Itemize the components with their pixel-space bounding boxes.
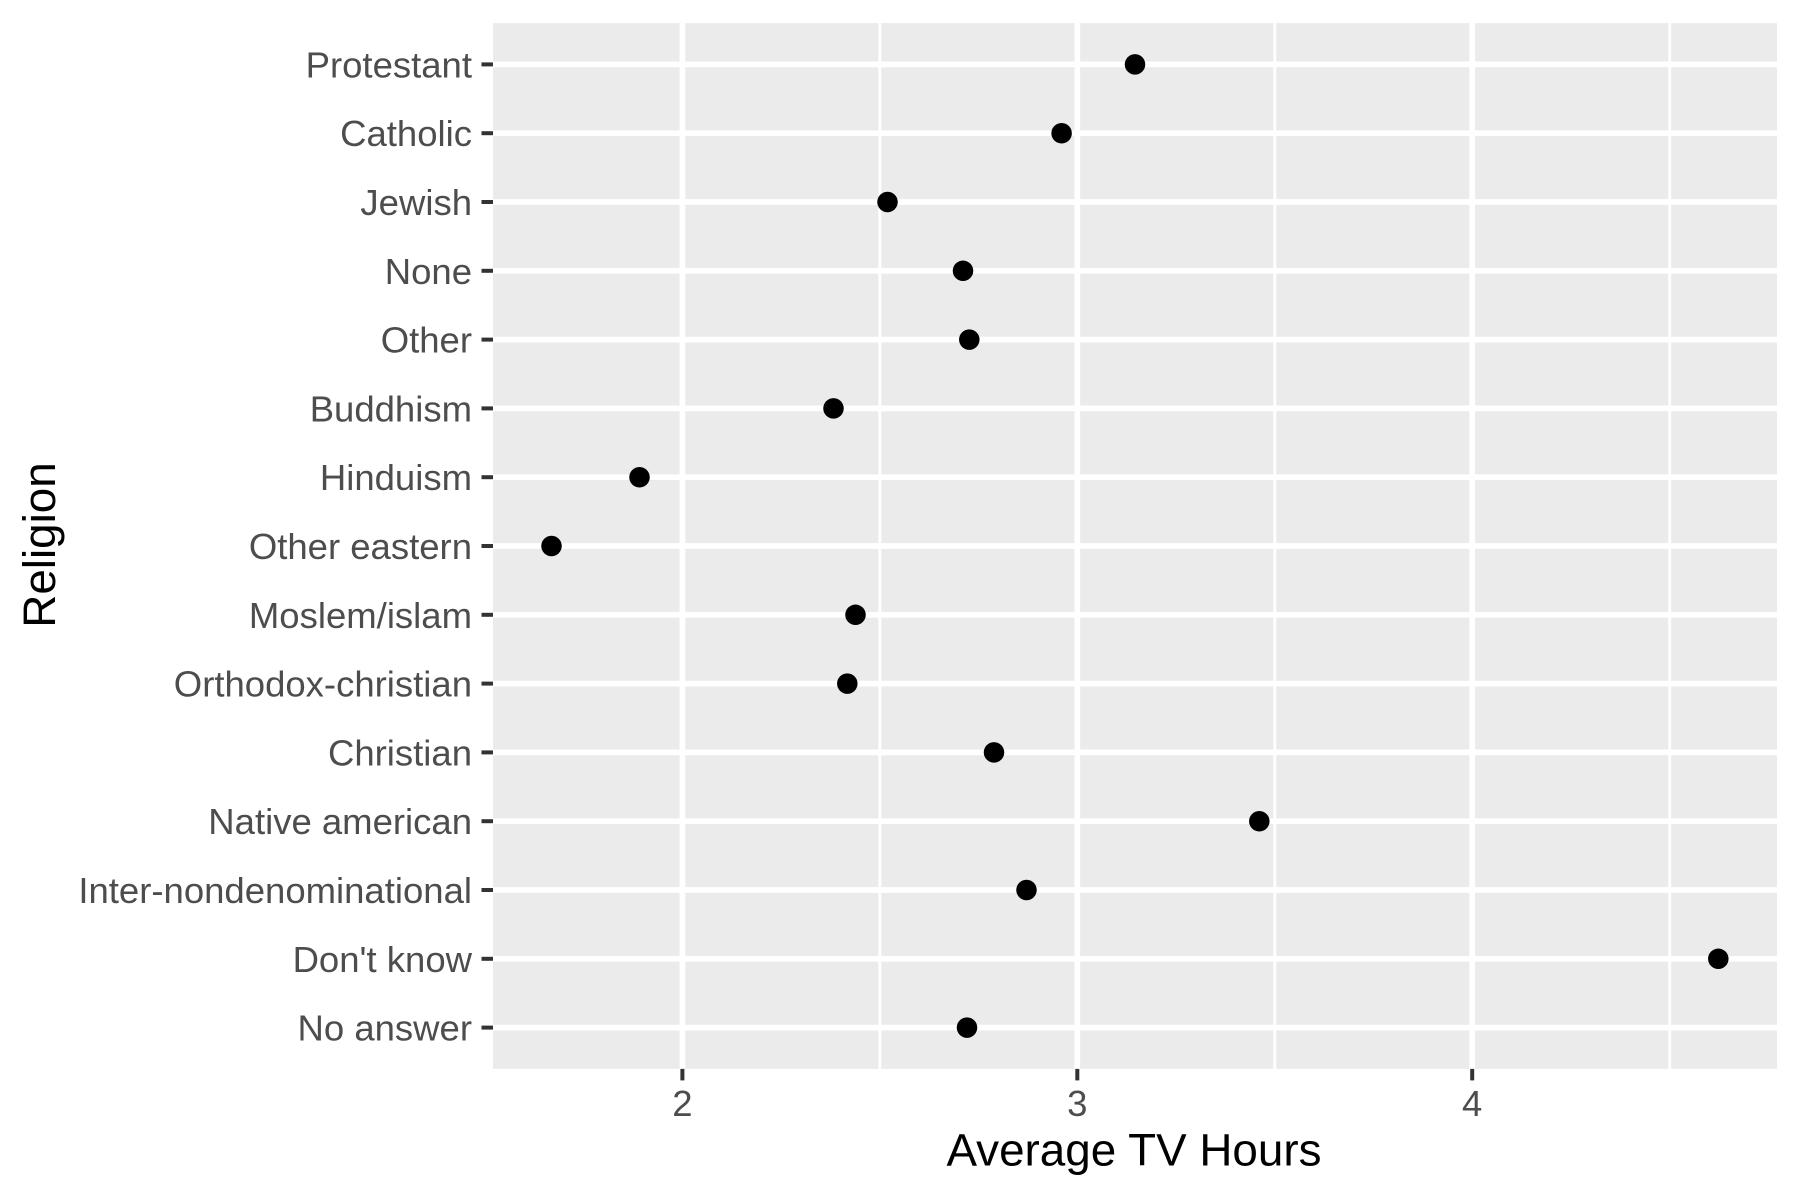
svg-text:Native american: Native american: [208, 801, 472, 842]
svg-text:Jewish: Jewish: [360, 182, 472, 223]
svg-text:Inter-nondenominational: Inter-nondenominational: [78, 870, 472, 911]
svg-text:3: 3: [1067, 1083, 1087, 1124]
svg-text:None: None: [385, 251, 472, 292]
svg-text:No answer: No answer: [298, 1008, 472, 1049]
svg-text:Other eastern: Other eastern: [249, 526, 472, 567]
svg-text:Other: Other: [381, 320, 472, 361]
svg-text:Don't know: Don't know: [293, 939, 473, 980]
svg-text:4: 4: [1462, 1083, 1482, 1124]
svg-text:Catholic: Catholic: [340, 113, 472, 154]
svg-text:Orthodox-christian: Orthodox-christian: [174, 664, 472, 705]
svg-text:Religion: Religion: [14, 462, 65, 627]
svg-text:Average TV Hours: Average TV Hours: [946, 1125, 1321, 1176]
svg-text:Hinduism: Hinduism: [320, 457, 472, 498]
svg-text:2: 2: [672, 1083, 692, 1124]
svg-text:Buddhism: Buddhism: [310, 388, 472, 429]
svg-text:Christian: Christian: [328, 732, 472, 773]
svg-text:Protestant: Protestant: [306, 44, 472, 85]
svg-text:Moslem/islam: Moslem/islam: [249, 595, 472, 636]
